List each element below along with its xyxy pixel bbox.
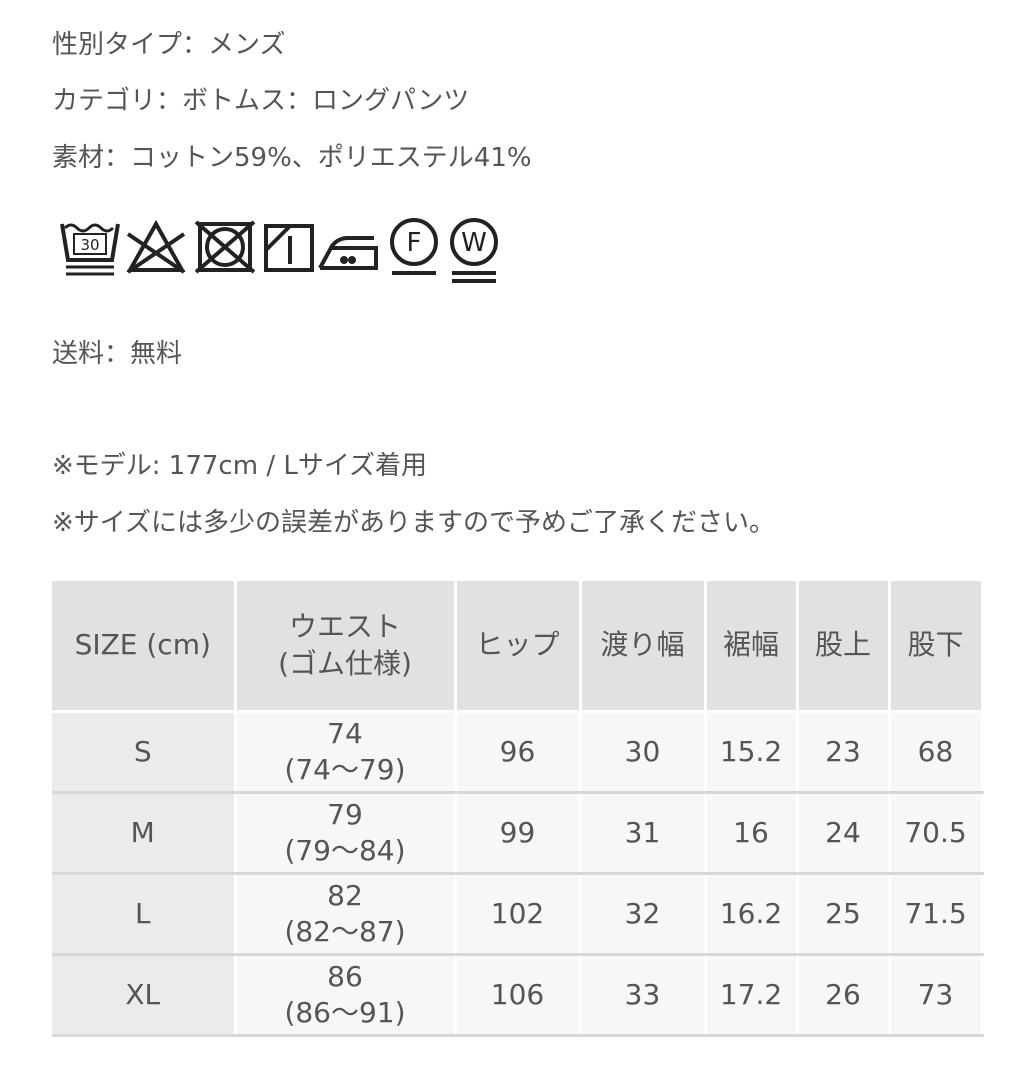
cell-hip: 96 [453,710,582,794]
size-disclaimer: ※サイズには多少の誤差がありますので予めご了承ください。 [52,508,776,538]
cell-thigh: 31 [578,791,707,875]
header-inseam: 股下 [887,578,984,713]
cell-rise: 23 [795,710,891,794]
cell-hem: 16.2 [703,872,799,956]
cell-size: L [52,872,237,956]
cell-waist: 79 (79〜84) [233,791,457,875]
wet-clean-w-icon: W [450,218,498,283]
cell-hem: 17.2 [703,953,799,1037]
cell-waist: 82 (82〜87) [233,872,457,956]
cell-rise: 25 [795,872,891,956]
cell-rise: 26 [795,953,891,1037]
cell-hem: 16 [703,791,799,875]
header-rise: 股上 [795,578,891,713]
line-dry-shade-icon [264,224,314,272]
table-row: XL 86 (86〜91) 106 33 17.2 26 73 [52,953,984,1037]
gender-type: 性別タイプ：メンズ [52,30,286,60]
iron-medium-icon [318,236,378,270]
care-icons: 30 F W [60,218,498,283]
cell-rise: 24 [795,791,891,875]
model-note: ※モデル: 177cm / Lサイズ着用 [52,451,428,481]
table-header-row: SIZE (cm) ウエスト (ゴム仕様) ヒップ 渡り幅 裾幅 股上 股下 [52,578,984,713]
table-row: S 74 (74〜79) 96 30 15.2 23 68 [52,710,984,794]
header-hip: ヒップ [453,578,582,713]
header-thigh: 渡り幅 [578,578,707,713]
cell-size: S [52,710,237,794]
cell-thigh: 32 [578,872,707,956]
header-hem: 裾幅 [703,578,799,713]
cell-waist: 86 (86〜91) [233,953,457,1037]
material: 素材：コットン59%、ポリエステル41% [52,143,532,173]
cell-size: XL [52,953,237,1037]
no-bleach-icon [126,219,186,274]
cell-inseam: 73 [887,953,984,1037]
dry-clean-f-icon: F [390,218,438,275]
cell-inseam: 71.5 [887,872,984,956]
cell-hip: 102 [453,872,582,956]
table-row: L 82 (82〜87) 102 32 16.2 25 71.5 [52,872,984,956]
wash-30-gentle-icon: 30 [60,223,120,276]
cell-waist: 74 (74〜79) [233,710,457,794]
cell-hip: 99 [453,791,582,875]
svg-text:W: W [461,228,487,258]
cell-thigh: 33 [578,953,707,1037]
cell-inseam: 70.5 [887,791,984,875]
svg-text:30: 30 [80,236,99,254]
cell-hip: 106 [453,953,582,1037]
cell-thigh: 30 [578,710,707,794]
cell-hem: 15.2 [703,710,799,794]
table-row: M 79 (79〜84) 99 31 16 24 70.5 [52,791,984,875]
cell-inseam: 68 [887,710,984,794]
cell-size: M [52,791,237,875]
shipping: 送料：無料 [52,339,183,369]
header-size: SIZE (cm) [52,578,237,713]
svg-text:F: F [407,228,422,258]
header-waist: ウエスト (ゴム仕様) [233,578,457,713]
category: カテゴリ：ボトムス：ロングパンツ [52,86,470,116]
no-tumble-dry-icon [194,220,256,274]
